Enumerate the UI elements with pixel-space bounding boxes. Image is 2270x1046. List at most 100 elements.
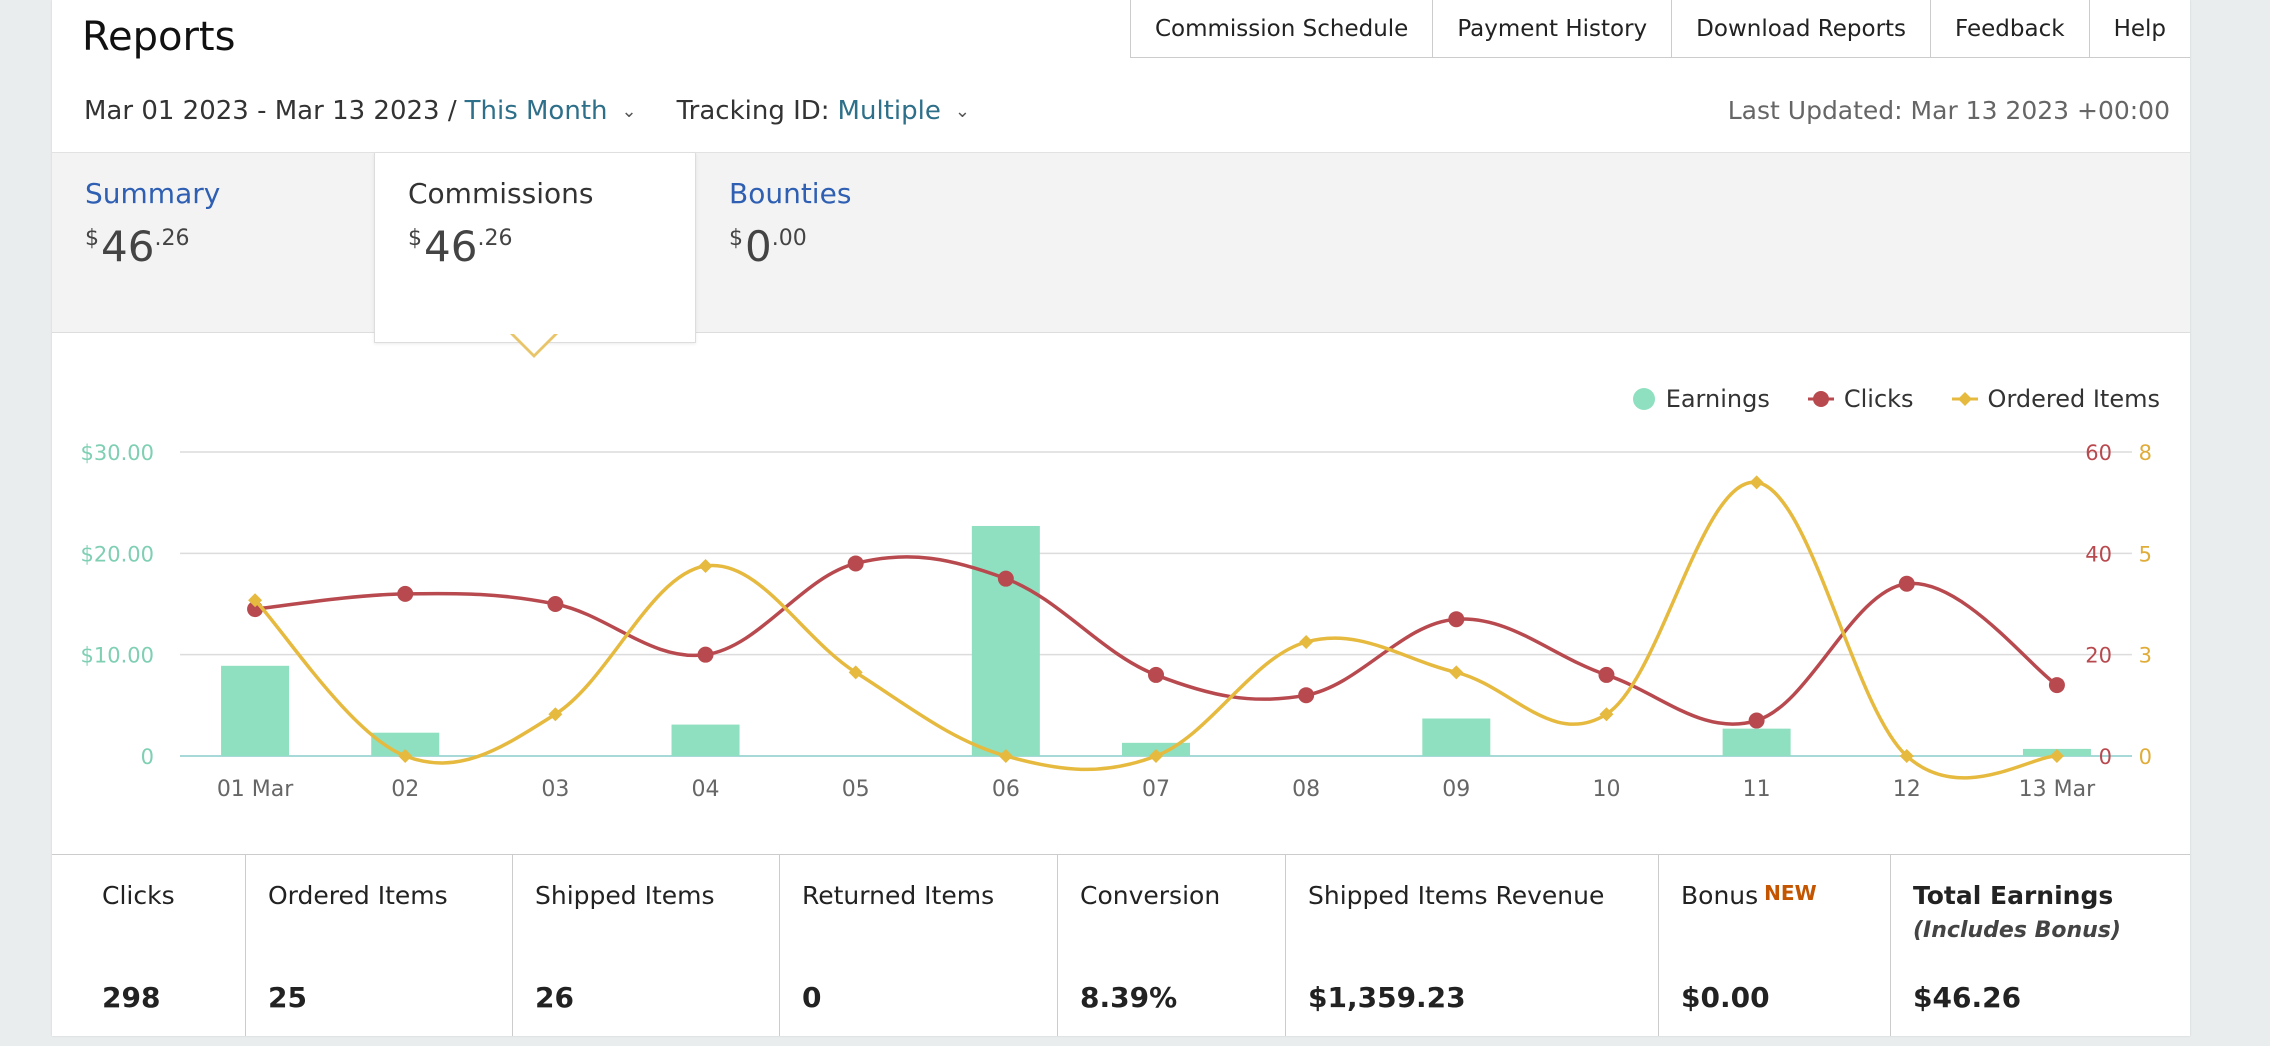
ordered-items-point <box>1749 475 1764 490</box>
tab-commissions[interactable]: Commissions $ 46 .26 <box>374 153 696 343</box>
date-period-dropdown[interactable]: This Month <box>464 96 608 126</box>
x-tick-label: 02 <box>391 777 419 802</box>
x-tick-label: 10 <box>1592 777 1620 802</box>
stat-value: 0 <box>802 981 822 1014</box>
stat-label: Total Earnings (Includes Bonus) <box>1913 881 2121 943</box>
chevron-down-icon[interactable]: ⌄ <box>621 100 637 122</box>
clicks-point <box>997 570 1014 587</box>
clicks-point <box>1148 666 1164 683</box>
tab-summary[interactable]: Summary $ 46 .26 <box>52 153 374 334</box>
y-left-tick-label: $30.00 <box>81 441 154 465</box>
stat-label: Returned Items <box>802 881 995 910</box>
clicks-line-icon <box>1807 391 1834 407</box>
legend-clicks-label: Clicks <box>1843 385 1914 413</box>
x-tick-label: 01 Mar <box>217 777 294 802</box>
y-right-clicks-tick-label: 0 <box>2099 745 2112 769</box>
ordered-items-point <box>1449 665 1464 680</box>
y-left-tick-label: 0 <box>141 745 154 769</box>
clicks-line <box>254 555 2058 726</box>
tracking-id-dropdown[interactable]: Multiple <box>837 96 941 126</box>
ordered-items-point <box>1899 749 1914 763</box>
stat-value: $1,359.23 <box>1308 981 1466 1014</box>
earnings-bar <box>671 724 740 756</box>
tab-summary-label[interactable]: Summary <box>85 177 221 210</box>
last-updated-text: Last Updated: Mar 13 2023 +00:00 <box>1727 96 2170 125</box>
ordered-items-point <box>698 559 713 573</box>
reports-panel: Reports Commission Schedule Payment Hist… <box>52 0 2190 1036</box>
y-right-ordered-tick-label: 5 <box>2139 542 2152 566</box>
y-right-clicks-tick-label: 20 <box>2085 644 2112 668</box>
clicks-point <box>547 596 564 612</box>
y-right-clicks-tick-label: 40 <box>2085 542 2112 566</box>
x-tick-label: 13 Mar <box>2019 777 2096 802</box>
legend-earnings-label: Earnings <box>1665 385 1770 413</box>
top-nav: Commission Schedule Payment History Down… <box>1129 0 2190 58</box>
legend-clicks[interactable]: Clicks <box>1807 385 1914 413</box>
y-left-tick-label: $20.00 <box>81 542 154 566</box>
clicks-point <box>2048 677 2065 694</box>
stat-ordered-items: Ordered Items 25 <box>246 855 513 1036</box>
chevron-down-icon[interactable]: ⌄ <box>954 100 970 122</box>
date-range-text: Mar 01 2023 - Mar 13 2023 / <box>84 96 457 126</box>
download-reports-button[interactable]: Download Reports <box>1672 0 1932 57</box>
legend-ordered-items-label: Ordered Items <box>1987 385 2160 413</box>
clicks-point <box>1598 666 1615 683</box>
x-tick-label: 11 <box>1743 777 1771 802</box>
y-right-ordered-tick-label: 8 <box>2139 441 2152 465</box>
stat-value: 25 <box>268 981 307 1014</box>
ordered-items-point <box>398 749 413 763</box>
stats-row: Clicks 298 Ordered Items 25 Shipped Item… <box>52 854 2190 1036</box>
stat-value: 26 <box>535 981 574 1014</box>
total-earnings-label: Total Earnings <box>1913 881 2114 910</box>
amount-fraction: .26 <box>477 226 513 251</box>
earnings-bar <box>1722 728 1791 756</box>
clicks-point <box>1898 575 1915 592</box>
y-left-tick-label: $10.00 <box>81 644 154 668</box>
ordered-items-point <box>998 749 1013 763</box>
tab-bounties-label[interactable]: Bounties <box>729 177 852 210</box>
help-button[interactable]: Help <box>2113 15 2166 42</box>
amount-whole: 0 <box>745 222 772 271</box>
bounties-amount: $ 0 .00 <box>729 222 1018 271</box>
x-tick-label: 08 <box>1292 777 1320 802</box>
stat-conversion: Conversion 8.39% <box>1058 855 1286 1036</box>
ordered-items-point <box>248 593 263 608</box>
stat-value: 298 <box>102 981 161 1014</box>
ordered-items-point <box>2049 749 2064 763</box>
total-earnings-sublabel: (Includes Bonus) <box>1913 918 2121 943</box>
earnings-bar <box>371 732 440 756</box>
ordered-items-point <box>1149 749 1163 763</box>
ordered-items-point <box>548 707 563 722</box>
y-right-clicks-tick-label: 60 <box>2085 441 2112 465</box>
stat-label: Ordered Items <box>268 881 448 910</box>
payment-history-button[interactable]: Payment History <box>1433 0 1673 57</box>
clicks-point <box>1298 687 1315 704</box>
earnings-dot-icon <box>1632 388 1655 410</box>
stat-label: Shipped Items <box>535 881 715 910</box>
y-right-ordered-tick-label: 0 <box>2139 745 2152 769</box>
new-badge: NEW <box>1764 881 1817 905</box>
clicks-point <box>847 555 864 572</box>
stat-returned-items: Returned Items 0 <box>780 855 1058 1036</box>
stat-label: Bonus NEW <box>1681 881 1817 910</box>
tracking-id-label: Tracking ID: <box>676 96 830 126</box>
active-tab-pointer-icon <box>510 332 558 358</box>
amount-whole: 46 <box>424 222 478 271</box>
stat-shipped-revenue: Shipped Items Revenue $1,359.23 <box>1286 855 1659 1036</box>
legend-ordered-items[interactable]: Ordered Items <box>1951 385 2160 413</box>
summary-amount: $ 46 .26 <box>85 222 374 271</box>
amount-fraction: .26 <box>154 226 190 251</box>
feedback-button[interactable]: Feedback <box>1931 0 2090 57</box>
tab-commissions-label[interactable]: Commissions <box>408 177 594 210</box>
x-tick-label: 09 <box>1442 777 1470 802</box>
amount-whole: 46 <box>101 222 155 271</box>
ordered-items-point <box>1599 707 1614 722</box>
commission-schedule-button[interactable]: Commission Schedule <box>1131 0 1434 57</box>
chart-legend: Earnings Clicks Ordered Items <box>1594 385 2160 413</box>
x-tick-label: 04 <box>692 777 720 802</box>
currency-symbol: $ <box>408 226 422 251</box>
currency-symbol: $ <box>85 226 99 251</box>
tab-bounties[interactable]: Bounties $ 0 .00 <box>696 153 1018 334</box>
legend-earnings[interactable]: Earnings <box>1632 385 1770 413</box>
